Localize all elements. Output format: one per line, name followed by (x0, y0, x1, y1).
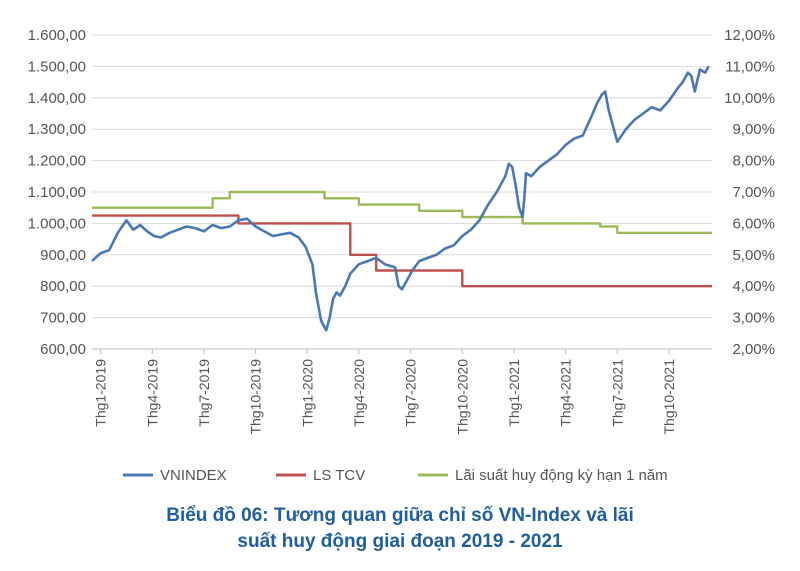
y-right-tick-label: 2,00% (732, 341, 775, 358)
x-tick-label: Thg1-2019 (93, 359, 109, 427)
x-tick-label: Thg10-2020 (454, 359, 470, 435)
y-left-tick-label: 800,00 (40, 278, 86, 295)
x-tick-label: Thg10-2019 (248, 359, 264, 435)
y-right-tick-label: 12,00% (724, 27, 775, 44)
series-line-l-i-su-t-huy-ng-k-h-n-1-n-m (92, 190, 712, 235)
y-right-tick-label: 10,00% (724, 90, 775, 107)
grid (92, 34, 712, 350)
chart: 600,00 700,00 800,00 900,00 1.000,00 1.100,00… (28, 27, 775, 484)
left-axis: 600,00 700,00 800,00 900,00 1.000,00 1.100,00… (28, 27, 86, 358)
legend-label: VNINDEX (160, 467, 227, 484)
y-right-tick-label: 8,00% (732, 153, 775, 170)
x-tick-label: Thg7-2019 (196, 359, 212, 427)
y-right-tick-label: 7,00% (732, 184, 775, 201)
y-right-tick-label: 4,00% (732, 278, 775, 295)
x-tick-label: Thg7-2021 (609, 359, 625, 427)
x-tick-label: Thg4-2020 (351, 359, 367, 427)
y-right-tick-label: 6,00% (732, 215, 775, 232)
y-left-tick-label: 1.100,00 (28, 184, 86, 201)
y-left-tick-label: 700,00 (40, 310, 86, 327)
y-left-tick-label: 1.600,00 (28, 27, 86, 44)
chart-title: Biểu đồ 06: Tương quan giữa chỉ số VN-In… (0, 503, 800, 555)
y-right-tick-label: 11,00% (725, 58, 775, 75)
chart-title-line-1: Biểu đồ 06: Tương quan giữa chỉ số VN-In… (166, 505, 634, 526)
right-axis: 2,00% 3,00% 4,00% 5,00% 6,00% 7,00% 8,00% 9,00%… (724, 27, 775, 358)
y-left-tick-label: 1.400,00 (28, 90, 86, 107)
legend-label: Lãi suất huy động kỳ hạn 1 năm (455, 467, 668, 484)
series-line-vnindex (91, 65, 710, 332)
x-tick-label: Thg4-2019 (144, 359, 160, 427)
y-right-tick-label: 5,00% (732, 247, 775, 264)
y-left-tick-label: 1.000,00 (28, 215, 86, 232)
x-tick-label: Thg10-2021 (661, 359, 677, 435)
y-right-tick-label: 3,00% (732, 310, 775, 327)
y-left-tick-label: 1.300,00 (28, 121, 86, 138)
x-tick-label: Thg1-2020 (299, 359, 315, 427)
series-layer (91, 65, 712, 332)
legend: VNINDEX LS TCV Lãi suất huy động kỳ hạn 1 … (123, 467, 668, 484)
x-tick-label: Thg4-2021 (558, 359, 574, 427)
x-tick-label: Thg7-2020 (403, 359, 419, 427)
y-left-tick-label: 1.500,00 (28, 58, 86, 75)
y-left-tick-label: 1.200,00 (28, 153, 86, 170)
x-axis: Thg1-2019 Thg4-2019 Thg7-2019 Thg10-2019 Thg… (93, 349, 677, 435)
chart-title-line-2: suất huy động giai đoạn 2019 - 2021 (237, 531, 563, 552)
y-left-tick-label: 600,00 (40, 341, 86, 358)
y-right-tick-label: 9,00% (732, 121, 775, 138)
legend-label: LS TCV (313, 467, 365, 484)
y-left-tick-label: 900,00 (40, 247, 86, 264)
x-tick-label: Thg1-2021 (506, 359, 522, 427)
